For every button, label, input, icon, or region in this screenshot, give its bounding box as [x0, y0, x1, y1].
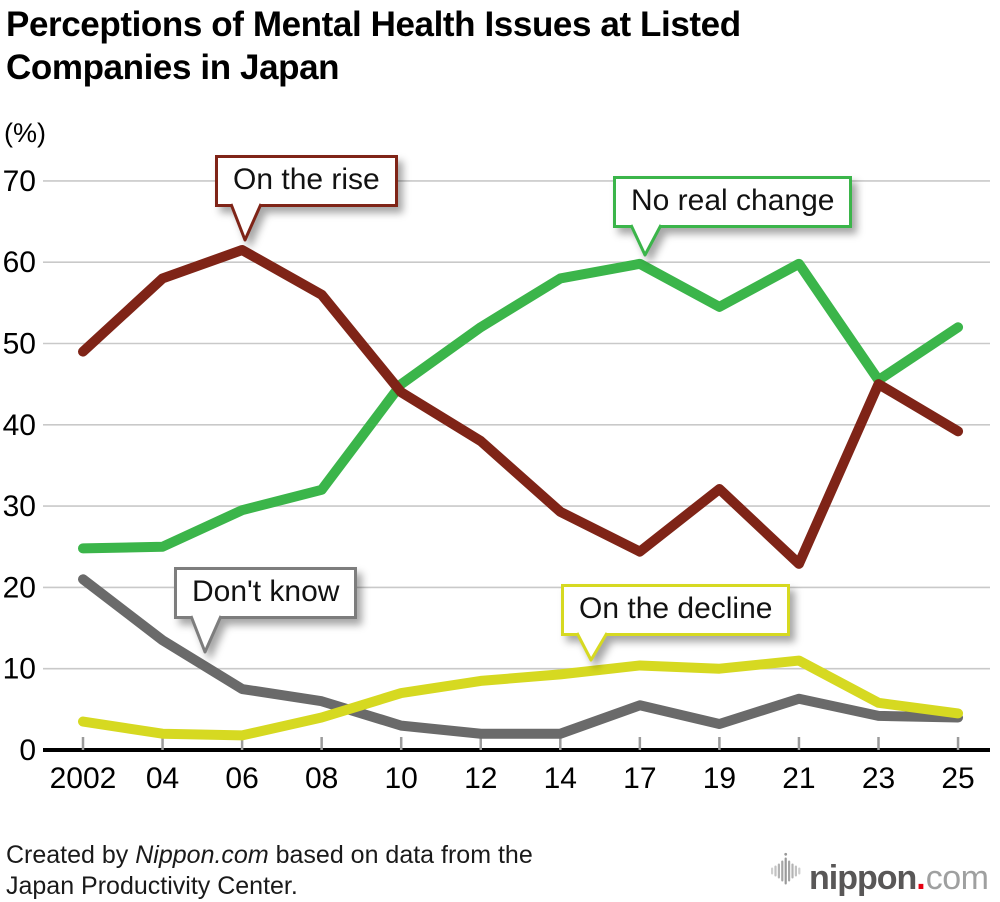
wave-bar	[774, 865, 777, 877]
series-label-on-the-rise: On the rise	[233, 163, 380, 196]
callout-bubble: On the rise	[215, 155, 398, 207]
title-line-2: Companies in Japan	[6, 47, 340, 87]
title-line-1: Perceptions of Mental Health Issues at L…	[6, 5, 741, 44]
callout-tail	[189, 614, 223, 653]
x-tick-label: 12	[464, 762, 497, 795]
x-tick-label: 06	[225, 762, 258, 795]
wave-bar	[798, 867, 801, 875]
series-line-on-the-decline	[78, 655, 964, 741]
attribution-prefix: Created by	[6, 841, 136, 869]
x-tick-label: 19	[703, 762, 736, 795]
sound-wave-icon	[771, 852, 801, 885]
x-tick-label: 04	[146, 762, 179, 795]
logo-dot: .	[916, 859, 926, 897]
y-tick-label: 10	[3, 653, 36, 686]
callout-tail	[575, 631, 609, 661]
x-tick-label: 21	[782, 762, 815, 795]
wave-bar	[781, 860, 784, 882]
y-tick-label: 30	[3, 490, 36, 523]
series-label-no-real-change: No real change	[631, 184, 835, 217]
y-axis-unit-label: (%)	[4, 118, 46, 148]
callout-on-the-rise: On the rise	[215, 155, 398, 241]
x-tick-label: 23	[862, 762, 895, 795]
logo-name-text: nippon	[809, 859, 917, 897]
nippon-com-logo: nippon . com	[770, 852, 989, 897]
wave-bar	[777, 863, 780, 879]
y-tick-label: 70	[3, 165, 36, 198]
callout-no-real-change: No real change	[613, 176, 853, 256]
callout-tail	[629, 223, 663, 256]
y-tick-label: 0	[19, 734, 36, 767]
y-tick-label: 40	[3, 409, 36, 442]
series-label-on-the-decline: On the decline	[579, 592, 773, 625]
y-tick-label: 50	[3, 328, 36, 361]
logo-tld-text: com	[925, 859, 989, 897]
wave-bar	[784, 857, 787, 885]
x-tick-label: 14	[544, 762, 577, 795]
x-tick-label: 08	[305, 762, 338, 795]
wave-dot	[784, 852, 788, 856]
y-tick-label: 20	[3, 571, 36, 604]
y-tick-label: 60	[3, 246, 36, 279]
wave-bar	[771, 867, 774, 875]
series-line-don-t-know	[78, 574, 964, 739]
callout-bubble: On the decline	[561, 584, 791, 636]
attribution-suffix: based on data from the Japan Productivit…	[6, 841, 533, 900]
series-label-dont-know: Don't know	[192, 575, 340, 608]
source-attribution: Created by Nippon.com based on data from…	[6, 840, 606, 901]
series-line-no-real-change	[78, 258, 964, 554]
x-tick-label: 17	[623, 762, 656, 795]
callout-on-the-decline: On the decline	[561, 584, 791, 661]
wave-bar	[788, 860, 791, 882]
x-tick-label: 25	[941, 762, 974, 795]
attribution-source: Nippon.com	[135, 841, 269, 869]
callout-bubble: No real change	[613, 176, 853, 228]
x-tick-label: 10	[385, 762, 418, 795]
callout-tail	[229, 202, 263, 241]
callout-dont-know: Don't know	[174, 567, 358, 653]
wave-bar	[794, 865, 797, 877]
callout-bubble: Don't know	[174, 567, 358, 619]
wave-bar	[791, 863, 794, 879]
page-title: Perceptions of Mental Health Issues at L…	[6, 4, 926, 89]
x-tick-label: 2002	[50, 762, 117, 795]
series-line-on-the-rise	[78, 245, 964, 569]
